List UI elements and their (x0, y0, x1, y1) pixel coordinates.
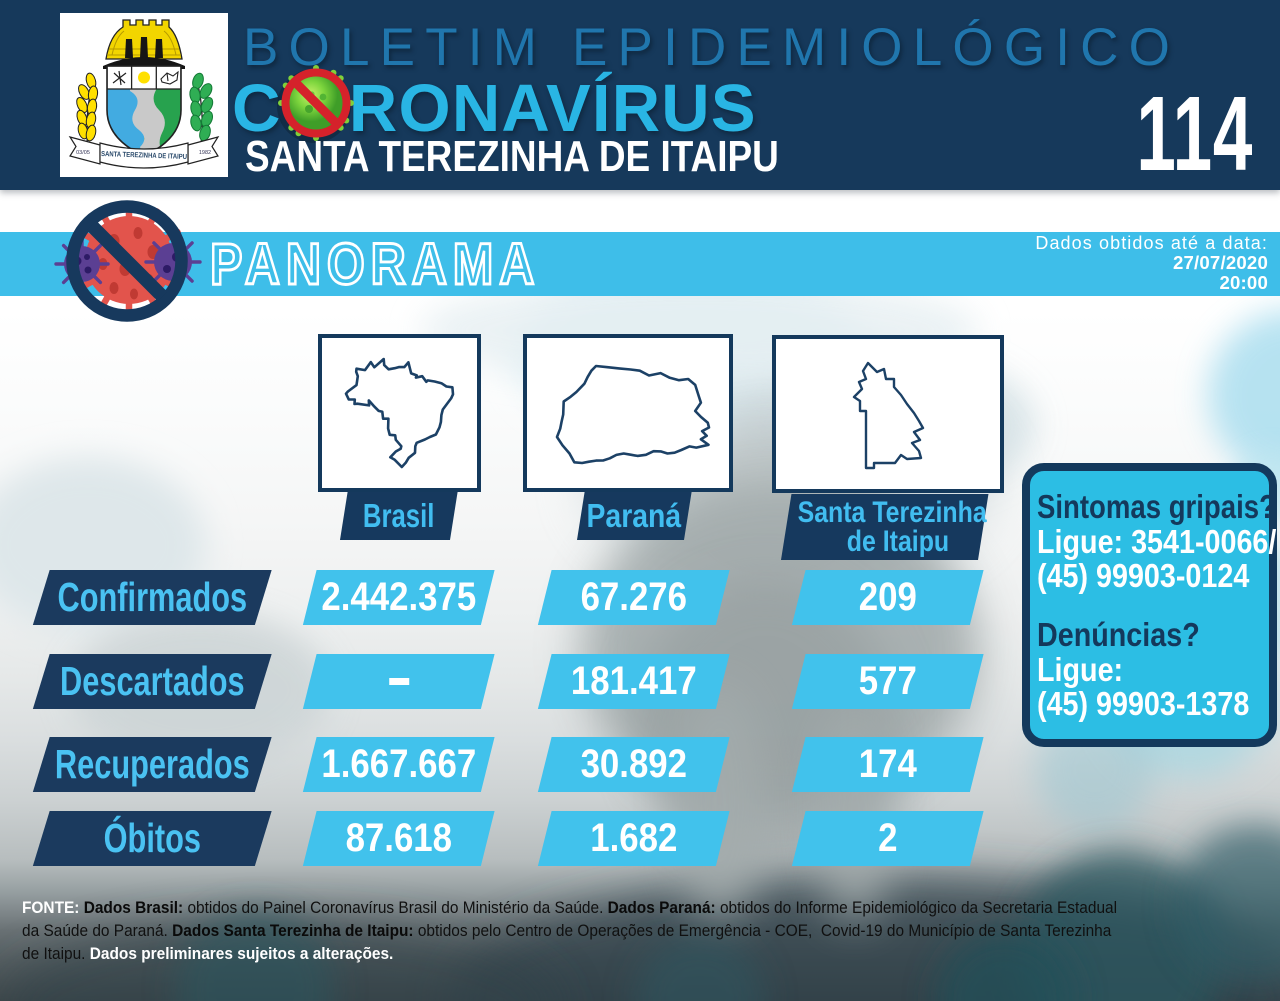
svg-text:03/05: 03/05 (76, 150, 90, 156)
svg-text:SANTA TEREZINHA DE ITAIPU: SANTA TEREZINHA DE ITAIPU (101, 149, 187, 161)
svg-text:1982: 1982 (199, 150, 211, 156)
